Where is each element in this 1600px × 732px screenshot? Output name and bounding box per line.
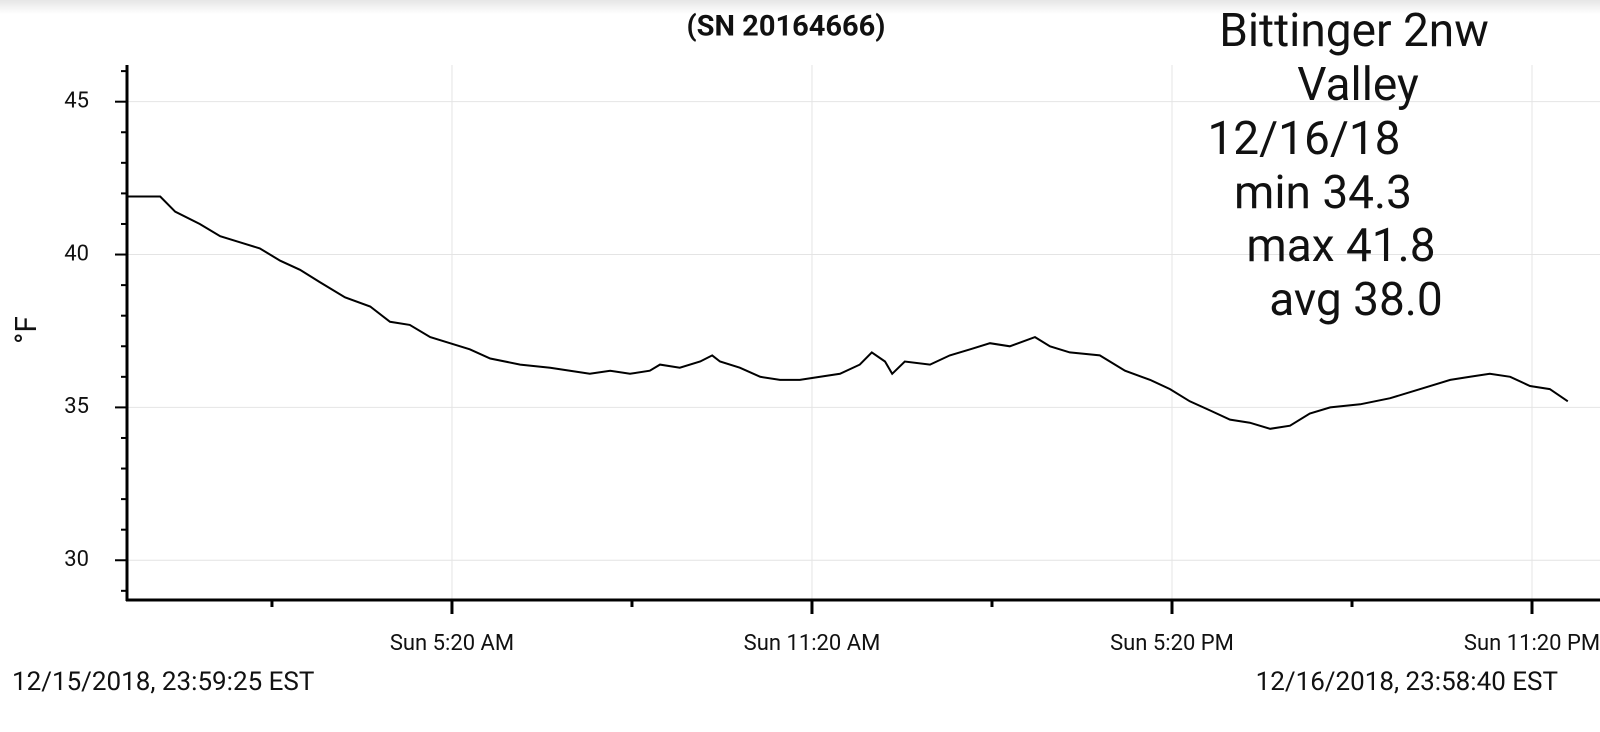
- header-shadow: [0, 0, 1600, 14]
- series-line: [127, 195, 1569, 430]
- y-tick-label: 35: [64, 394, 89, 419]
- y-axis-label: °F: [9, 316, 44, 344]
- annotation-line: Bittinger 2nw: [1219, 4, 1489, 58]
- x-tick-label: Sun 5:20 PM: [1110, 631, 1234, 656]
- annotation-line: max 41.8: [1246, 219, 1435, 273]
- annotation-line: min 34.3: [1234, 166, 1412, 220]
- x-tick-label: Sun 11:20 PM: [1464, 631, 1600, 656]
- x-tick-label: Sun 11:20 AM: [744, 631, 881, 656]
- y-tick-label: 45: [64, 88, 89, 113]
- y-tick-label: 30: [64, 547, 89, 572]
- x-tick-label: Sun 5:20 AM: [390, 631, 514, 656]
- annotation-line: avg 38.0: [1269, 273, 1443, 327]
- start-label: 12/15/2018, 23:59:25 EST: [12, 667, 314, 697]
- annotation-line: 12/16/18: [1207, 112, 1400, 166]
- end-label: 12/16/2018, 23:58:40 EST: [1256, 667, 1558, 697]
- y-tick-label: 40: [64, 241, 89, 266]
- annotation-line: Valley: [1297, 58, 1419, 112]
- chart-title: (SN 20164666): [687, 10, 886, 44]
